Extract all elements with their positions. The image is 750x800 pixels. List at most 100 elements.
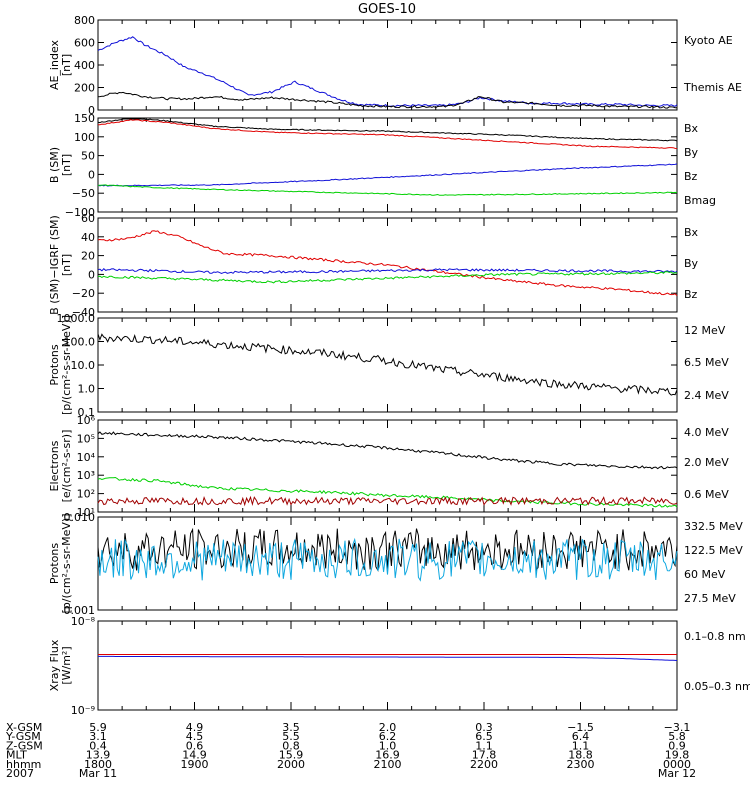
y-axis-label: [e/(cm²-s-sr)] bbox=[60, 430, 73, 503]
y-tick-label: 10⁵ bbox=[77, 432, 95, 445]
footer-value: 0.4 bbox=[89, 739, 107, 752]
legend-label: By bbox=[684, 146, 699, 159]
legend-label: Bz bbox=[684, 288, 698, 301]
panel-frame bbox=[97, 117, 678, 213]
y-tick-label: 60 bbox=[81, 212, 95, 225]
panel-frame bbox=[97, 317, 678, 413]
y-axis-label: AE_index bbox=[48, 39, 61, 90]
y-tick-label: 10² bbox=[77, 488, 95, 501]
legend-label: 332.5 MeV bbox=[684, 520, 743, 533]
y-axis-label: B (SM)−IGRF (SM) bbox=[48, 215, 61, 315]
y-tick-label: 40 bbox=[81, 231, 95, 244]
series-themis-ae bbox=[97, 91, 677, 109]
legend-label: 12 MeV bbox=[684, 324, 726, 337]
footer-value: 13.9 bbox=[86, 749, 111, 762]
footer-value: 1.0 bbox=[379, 739, 397, 752]
legend-label: 27.5 MeV bbox=[684, 592, 736, 605]
series-bz bbox=[97, 230, 678, 297]
y-tick-label: 10¹ bbox=[77, 506, 95, 519]
y-tick-label: −20 bbox=[72, 287, 95, 300]
footer-value: 4.5 bbox=[186, 730, 204, 743]
footer-value: 0.3 bbox=[475, 721, 493, 734]
panel-2: 150 100 50 0 −50 −100 B (SM) [nT] Bx By Bz Bmag bbox=[48, 112, 716, 219]
y-tick-label: −50 bbox=[72, 187, 95, 200]
y-tick-label: 10⁴ bbox=[77, 451, 96, 464]
footer-value: 5.5 bbox=[282, 730, 300, 743]
footer-value: 1800 bbox=[84, 758, 112, 771]
footer-value: Mar 11 bbox=[79, 767, 117, 780]
legend-label: 0.05–0.3 nm bbox=[684, 680, 750, 693]
legend-label: Themis AE bbox=[683, 81, 742, 94]
footer-value: 0.6 bbox=[186, 739, 204, 752]
legend-label: 60 MeV bbox=[684, 568, 726, 581]
footer-value: 14.9 bbox=[182, 749, 207, 762]
y-tick-label: 0.001 bbox=[64, 604, 96, 617]
panel-3: 60 40 20 0 −20 −40 B (SM)−IGRF (SM) [nT] Bx By Bz bbox=[48, 212, 699, 319]
footer-value: 0000 bbox=[663, 758, 691, 771]
panel-4: 1000.0 100.0 10.0 1.0 0.1 Protons [p/(cm²-s-sr… bbox=[48, 312, 729, 419]
series-2-0-mev bbox=[97, 476, 678, 508]
y-tick-label: 150 bbox=[74, 112, 95, 125]
series-60-mev bbox=[97, 537, 678, 582]
footer-value: 6.2 bbox=[379, 730, 397, 743]
series-4-0-mev bbox=[97, 495, 678, 507]
y-tick-label: 400 bbox=[74, 59, 95, 72]
y-axis-label: Xray Flux bbox=[48, 639, 61, 691]
legend-label: 2.0 MeV bbox=[684, 456, 729, 469]
series-2-4-mev bbox=[97, 333, 678, 396]
y-tick-label: 10⁻⁹ bbox=[71, 704, 95, 717]
y-tick-label: −40 bbox=[72, 306, 95, 319]
footer-row-label: Y-GSM bbox=[5, 730, 41, 743]
footer-value: 2.0 bbox=[379, 721, 397, 734]
footer-value: 16.9 bbox=[375, 749, 400, 762]
y-tick-label: 0.010 bbox=[64, 511, 96, 524]
series-by bbox=[97, 184, 678, 196]
panel-frame bbox=[97, 620, 678, 711]
series-bx bbox=[97, 267, 678, 275]
y-axis-label: Protons bbox=[48, 543, 61, 584]
footer-value: −1.5 bbox=[567, 721, 594, 734]
legend-label: Bmag bbox=[684, 194, 716, 207]
y-tick-label: −100 bbox=[65, 206, 95, 219]
legend-label: 0.6 MeV bbox=[684, 488, 729, 501]
footer-row-label: hhmm bbox=[6, 758, 41, 771]
panel-5: 10⁶ 10⁵ 10⁴ 10³ 10² 10¹ Electrons [e/(cm²-s-sr)… bbox=[48, 414, 729, 519]
y-axis-label: [W/m²] bbox=[60, 646, 73, 684]
footer-value: 0.9 bbox=[668, 739, 686, 752]
legend-label: Bx bbox=[684, 226, 699, 239]
panel-6: 0.010 0.001 Protons [p/(cm²-s-sr-MeV)] 332.5… bbox=[48, 511, 743, 617]
y-tick-label: 200 bbox=[74, 82, 95, 95]
legend-label: Bx bbox=[684, 122, 699, 135]
y-tick-label: 0 bbox=[88, 104, 95, 117]
footer-value: 17.8 bbox=[472, 749, 497, 762]
y-tick-label: 600 bbox=[74, 37, 95, 50]
y-tick-label: 10³ bbox=[77, 469, 95, 482]
y-axis-label: B (SM) bbox=[48, 147, 61, 183]
footer-value: 6.5 bbox=[475, 730, 493, 743]
plot-title: GOES-10 bbox=[358, 2, 416, 17]
legend-label: By bbox=[684, 257, 699, 270]
y-tick-label: 100 bbox=[74, 131, 95, 144]
footer-value: 5.9 bbox=[89, 721, 107, 734]
footer-value: 2200 bbox=[470, 758, 498, 771]
footer-value: −3.1 bbox=[664, 721, 691, 734]
legend-label: 122.5 MeV bbox=[684, 544, 743, 557]
footer-value: 3.1 bbox=[89, 730, 107, 743]
footer-value: 2300 bbox=[567, 758, 595, 771]
y-axis-label: Protons bbox=[48, 344, 61, 385]
footer-value: 6.4 bbox=[572, 730, 590, 743]
y-axis-label: [nT] bbox=[60, 254, 73, 276]
y-tick-label: 10⁻⁸ bbox=[71, 615, 96, 628]
footer-value: 0.8 bbox=[282, 739, 300, 752]
footer-value: 15.9 bbox=[279, 749, 304, 762]
footer-value: 1.1 bbox=[475, 739, 493, 752]
panel-7: 10⁻⁸ 10⁻⁹ Xray Flux [W/m²] 0.1–0.8 nm 0.05–0.… bbox=[48, 615, 750, 717]
series-bmag bbox=[97, 118, 678, 142]
footer-value: 2100 bbox=[374, 758, 402, 771]
series-0-6-mev bbox=[97, 431, 678, 470]
y-tick-label: 1.0 bbox=[78, 383, 96, 396]
legend-label: 2.4 MeV bbox=[684, 389, 729, 402]
legend-label: 4.0 MeV bbox=[684, 426, 729, 439]
y-tick-label: 10.0 bbox=[71, 359, 96, 372]
